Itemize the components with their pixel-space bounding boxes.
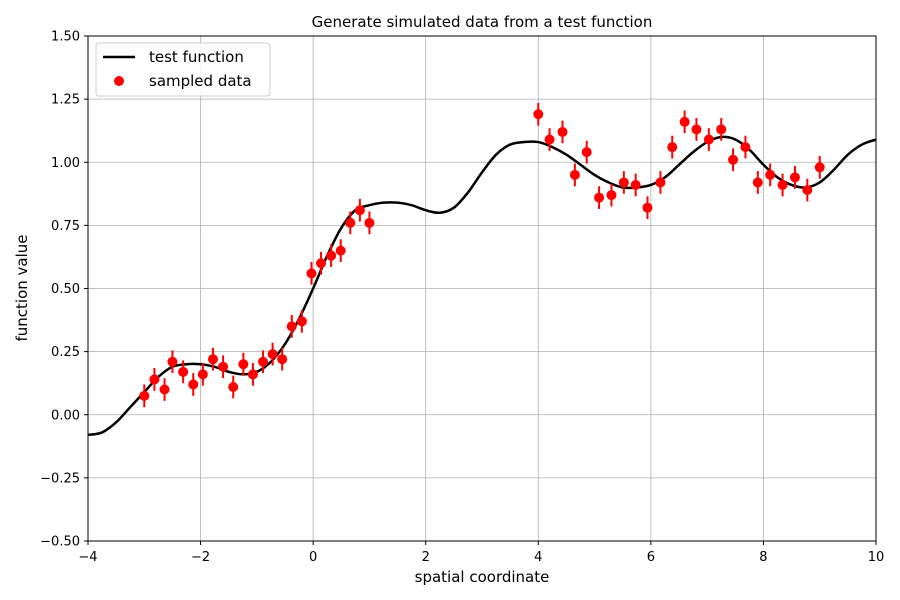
data-point — [765, 169, 776, 180]
x-tick-label: 10 — [868, 550, 885, 565]
data-point — [557, 126, 568, 137]
legend: test function sampled data — [95, 42, 271, 97]
data-point — [258, 356, 269, 367]
data-point — [364, 217, 375, 228]
y-tick-label: 0.75 — [51, 219, 80, 234]
data-point — [777, 179, 788, 190]
legend-dot-swatch — [114, 76, 124, 86]
legend-box — [95, 42, 271, 97]
data-point — [167, 356, 178, 367]
x-tick-label: 0 — [309, 550, 317, 565]
data-point — [277, 354, 288, 365]
data-point — [814, 162, 825, 173]
data-point — [716, 124, 727, 135]
data-point — [703, 134, 714, 145]
legend-label-sampled-data: sampled data — [149, 72, 252, 90]
data-point — [544, 134, 555, 145]
data-point — [139, 390, 150, 401]
data-point — [655, 177, 666, 188]
y-tick-label: 1.00 — [51, 156, 80, 171]
data-point — [218, 361, 229, 372]
data-point — [789, 172, 800, 183]
data-point — [149, 374, 160, 385]
data-point — [306, 268, 317, 279]
data-point — [642, 202, 653, 213]
data-point — [197, 369, 208, 380]
data-point — [207, 354, 218, 365]
y-tick-label: −0.50 — [40, 535, 80, 550]
x-tick-label: 4 — [534, 550, 542, 565]
data-point — [581, 147, 592, 158]
data-point — [728, 154, 739, 165]
y-tick-label: 0.50 — [51, 282, 80, 297]
y-tick-label: 0.00 — [51, 408, 80, 423]
data-point — [247, 369, 258, 380]
plot-area — [88, 102, 876, 437]
data-point — [594, 192, 605, 203]
data-point — [740, 142, 751, 153]
chart-title: Generate simulated data from a test func… — [312, 13, 653, 31]
y-tick-label: −0.25 — [40, 471, 80, 486]
x-tick-label: −4 — [78, 550, 97, 565]
y-tick-label: 1.25 — [51, 93, 80, 108]
x-tick-label: −2 — [191, 550, 210, 565]
data-point — [752, 177, 763, 188]
y-tick-label: 1.50 — [51, 30, 80, 45]
data-point — [316, 258, 327, 269]
data-point — [345, 217, 356, 228]
x-axis-ticks: −4 −2 0 2 4 6 8 10 — [78, 541, 884, 565]
data-point — [802, 185, 813, 196]
data-point — [228, 381, 239, 392]
data-point — [267, 349, 278, 360]
data-point — [354, 205, 365, 216]
x-axis-label: spatial coordinate — [415, 568, 550, 586]
data-point — [630, 179, 641, 190]
data-point — [326, 250, 337, 261]
data-point — [679, 116, 690, 127]
data-point — [188, 379, 199, 390]
data-point — [286, 321, 297, 332]
data-point — [296, 316, 307, 327]
y-tick-label: 0.25 — [51, 345, 80, 360]
data-point — [533, 109, 544, 120]
y-axis-ticks: −0.50 −0.25 0.00 0.25 0.50 0.75 1.00 1.25 1.50 — [40, 30, 88, 550]
legend-label-test-function: test function — [149, 48, 244, 66]
data-point — [238, 359, 249, 370]
grid-lines — [87, 35, 877, 542]
data-point — [569, 169, 580, 180]
data-point — [178, 366, 189, 377]
data-point — [618, 177, 629, 188]
data-point — [606, 190, 617, 201]
x-tick-label: 2 — [422, 550, 430, 565]
data-point — [691, 124, 702, 135]
data-point — [667, 142, 678, 153]
data-point — [159, 384, 170, 395]
x-tick-label: 8 — [759, 550, 767, 565]
data-point — [335, 245, 346, 256]
x-tick-label: 6 — [647, 550, 655, 565]
y-axis-label: function value — [13, 234, 31, 341]
